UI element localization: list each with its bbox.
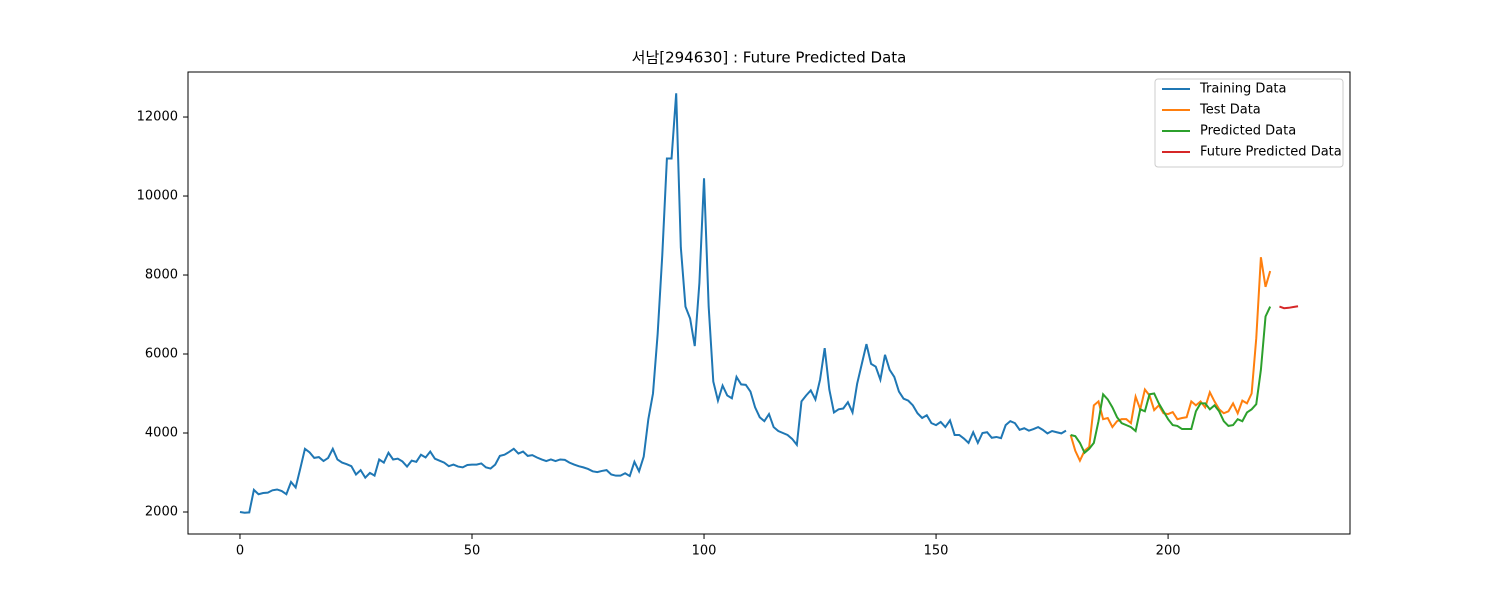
plot-frame <box>187 71 1351 535</box>
x-tick-label: 50 <box>464 544 481 559</box>
y-tick-label: 10000 <box>137 189 178 204</box>
chart-title: 서남[294630] : Future Predicted Data <box>632 49 907 67</box>
data-line <box>1279 305 1299 310</box>
y-tick-label: 12000 <box>137 110 178 125</box>
x-tick-label: 0 <box>236 544 244 559</box>
legend-label: Test Data <box>1199 103 1261 118</box>
y-tick-label: 2000 <box>145 505 178 520</box>
x-tick-label: 150 <box>924 544 949 559</box>
legend-box <box>1154 78 1344 168</box>
x-tick-label: 200 <box>1156 544 1181 559</box>
y-tick-label: 8000 <box>145 268 178 283</box>
legend-label: Predicted Data <box>1200 124 1296 139</box>
legend-label: Future Predicted Data <box>1200 145 1342 160</box>
y-tick-label: 4000 <box>145 426 178 441</box>
data-line <box>1069 257 1272 464</box>
x-tick-label: 100 <box>692 544 717 559</box>
data-line <box>239 93 1067 514</box>
legend-label: Training Data <box>1199 82 1286 97</box>
y-tick-label: 6000 <box>145 347 178 362</box>
data-line <box>1070 306 1272 455</box>
